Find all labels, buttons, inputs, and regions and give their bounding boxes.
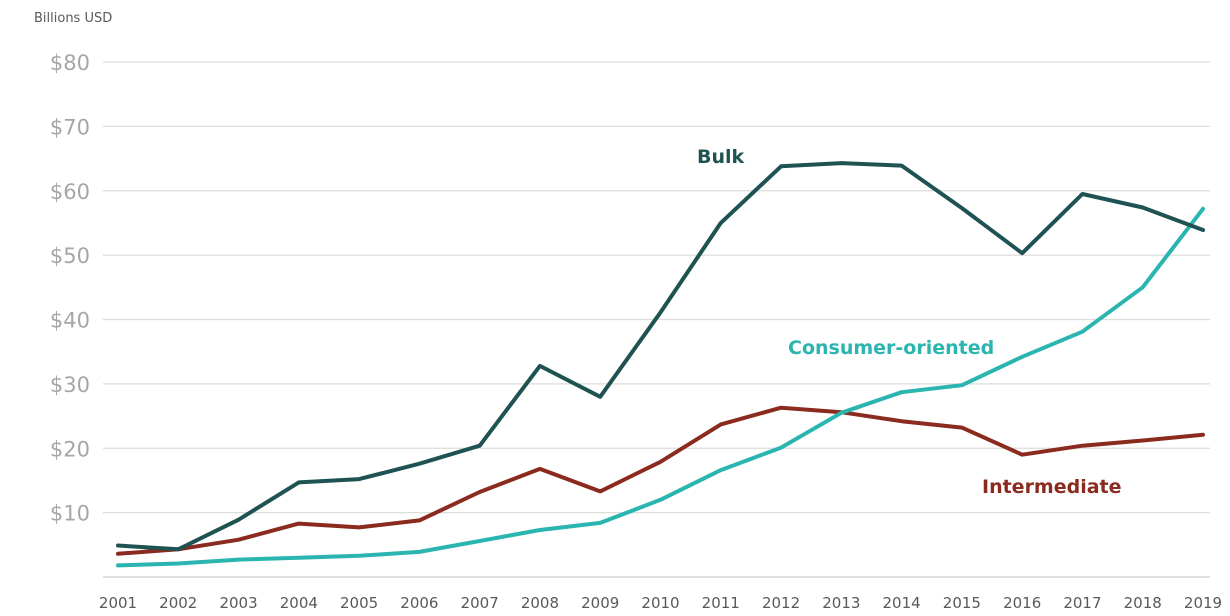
x-tick-label: 2011 [702, 594, 740, 612]
x-tick-label: 2017 [1063, 594, 1101, 612]
series-line-consumer-oriented [116, 206, 1205, 568]
series-line-bulk [116, 161, 1205, 552]
x-tick-label: 2014 [883, 594, 921, 612]
series-label-consumer-oriented: Consumer-oriented [788, 337, 994, 359]
x-tick-label: 2004 [280, 594, 318, 612]
y-tick-label: $20 [50, 437, 90, 461]
x-tick-label: 2006 [400, 594, 438, 612]
x-tick-label: 2015 [943, 594, 981, 612]
x-tick-label: 2002 [159, 594, 197, 612]
y-tick-label: $10 [50, 502, 90, 526]
gridlines [103, 61, 1210, 578]
x-tick-label: 2018 [1124, 594, 1162, 612]
y-tick-label: $40 [50, 309, 90, 333]
x-tick-label: 2001 [99, 594, 137, 612]
x-tick-label: 2012 [762, 594, 800, 612]
x-tick-label: 2009 [581, 594, 619, 612]
x-tick-label: 2013 [822, 594, 860, 612]
series-lines [116, 161, 1205, 568]
y-tick-label: $30 [50, 373, 90, 397]
x-tick-label: 2008 [521, 594, 559, 612]
series-label-intermediate: Intermediate [982, 476, 1122, 498]
y-tick-label: $80 [50, 51, 90, 75]
x-tick-label: 2019 [1184, 594, 1222, 612]
x-tick-label: 2016 [1003, 594, 1041, 612]
x-axis-ticks: 2001 2002 2003 2004 2005 2006 2007 2008 2009 2010… [99, 594, 1222, 612]
y-tick-label: $60 [50, 180, 90, 204]
y-axis-ticks: $10 $20 $30 $40 $50 $60 $70 $80 [50, 51, 90, 526]
x-tick-label: 2007 [461, 594, 499, 612]
series-label-bulk: Bulk [697, 146, 745, 168]
x-tick-label: 2005 [340, 594, 378, 612]
x-tick-label: 2003 [219, 594, 257, 612]
x-tick-label: 2010 [641, 594, 679, 612]
y-tick-label: $70 [50, 115, 90, 139]
y-tick-label: $50 [50, 244, 90, 268]
unit-label: Billions USD [34, 11, 112, 26]
series-line-intermediate [116, 405, 1205, 556]
